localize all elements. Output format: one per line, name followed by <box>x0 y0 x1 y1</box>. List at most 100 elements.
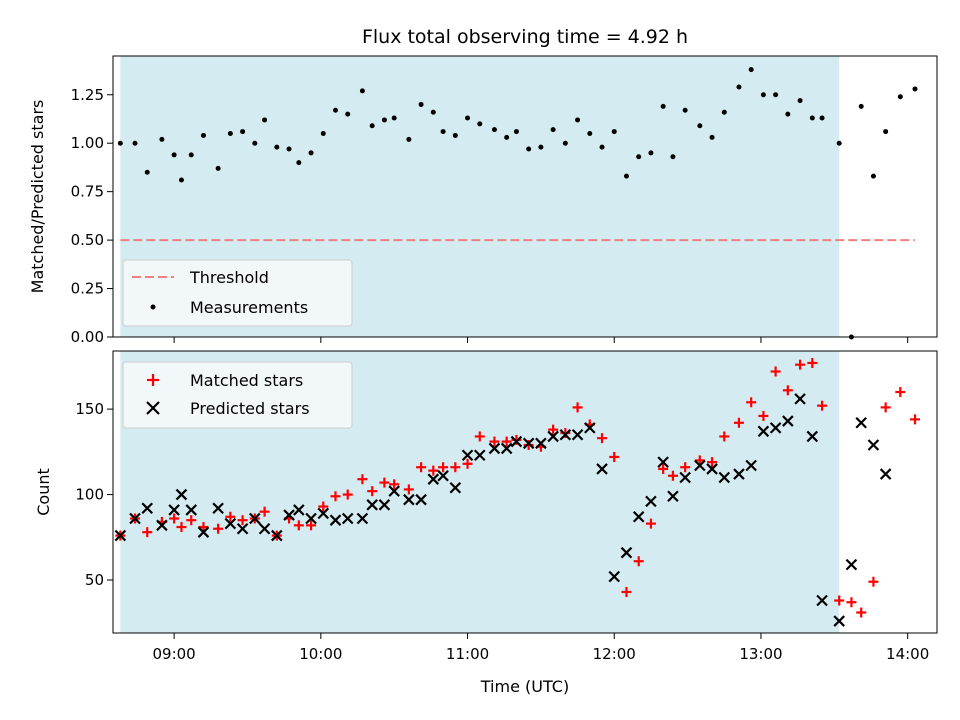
matched-star-point <box>523 440 534 450</box>
measurement-point <box>320 131 326 137</box>
matched-star-point <box>367 486 378 497</box>
measurement-point <box>391 115 397 121</box>
matched-star-point <box>176 522 187 533</box>
predicted-star-point-stroke <box>657 456 669 468</box>
bottom-x-tick-label: 10:00 <box>299 645 342 663</box>
matched-star-point <box>795 359 806 370</box>
top-legend: Threshold Measurements <box>122 259 353 327</box>
matched-star-point <box>880 402 891 413</box>
measurement-point <box>144 169 150 175</box>
matched-star-point <box>416 462 427 473</box>
measurement-point <box>215 165 221 171</box>
predicted-star-point-stroke <box>258 522 271 535</box>
predicted-star-point <box>415 493 427 506</box>
matched-star-point <box>389 479 400 490</box>
predicted-star-point-stroke <box>500 442 513 455</box>
predicted-star-point-stroke <box>224 517 237 530</box>
matched-star-point <box>846 597 857 608</box>
predicted-star-point-stroke <box>449 481 462 494</box>
predicted-star-point-stroke <box>547 430 559 443</box>
measurement-point <box>178 177 184 183</box>
matched-star-point <box>169 513 180 524</box>
predicted-star-point <box>510 435 523 448</box>
predicted-star-point <box>806 430 819 443</box>
predicted-star-point <box>794 393 806 405</box>
predicted-star-point <box>356 512 369 525</box>
predicted-star-point-stroke <box>718 471 731 484</box>
measurement-point <box>709 134 715 140</box>
matched-stars-series <box>115 357 920 618</box>
top-y-tick-label: 0.25 <box>71 280 104 298</box>
matched-stars-legend-label: Matched stars <box>190 371 303 390</box>
predicted-star-point <box>833 615 845 627</box>
matched-star-point <box>142 527 153 538</box>
measurement-point <box>513 129 519 135</box>
matched-star-point <box>633 556 644 567</box>
predicted-star-point <box>175 488 188 501</box>
measurement-point <box>697 123 703 129</box>
predicted-star-point <box>488 442 501 455</box>
predicted-star-point <box>667 490 679 503</box>
predicted-star-point <box>769 422 782 434</box>
measurement-point <box>430 109 436 115</box>
predicted-stars-legend-marker <box>146 401 160 415</box>
measurement-point <box>406 136 412 142</box>
predicted-star-point-stroke <box>378 499 391 511</box>
top-y-axis-label: Matched/Predicted stars <box>28 100 47 294</box>
matched-star-point <box>198 522 209 533</box>
predicted-star-point <box>608 570 621 583</box>
matched-star-point <box>342 489 353 500</box>
predicted-star-point-stroke <box>559 428 572 441</box>
measurement-point <box>870 173 876 179</box>
predicted-star-point <box>449 481 462 494</box>
measurement-point <box>636 154 642 160</box>
matched-star-point <box>895 387 906 398</box>
measurement-point <box>418 101 424 107</box>
predicted-star-point-stroke <box>879 468 892 480</box>
measurement-point <box>883 129 889 135</box>
measurement-point <box>660 103 666 109</box>
matched-star-point <box>719 431 730 442</box>
matched-star-point <box>694 455 705 466</box>
top-y-ticks: 0.00 0.25 0.50 0.75 1.00 1.25 <box>71 86 113 346</box>
predicted-star-point-stroke <box>608 570 621 583</box>
matched-star-point <box>597 433 608 444</box>
predicted-star-point <box>879 468 892 480</box>
measurement-point <box>227 131 233 137</box>
measurement-point <box>785 111 791 117</box>
matched-star-point <box>609 451 620 462</box>
predicted-star-point-stroke <box>437 469 449 482</box>
predicted-star-point <box>293 504 305 516</box>
predicted-star-point <box>378 499 391 511</box>
predicted-star-point-stroke <box>156 519 168 532</box>
measurement-point <box>773 92 779 98</box>
measurement-point <box>648 150 654 156</box>
predicted-star-point <box>461 449 474 462</box>
predicted-star-point-stroke <box>745 459 757 472</box>
measurement-point <box>274 144 280 150</box>
predicted-star-point <box>258 522 271 535</box>
matched-star-point <box>438 462 449 473</box>
matched-star-point <box>807 357 818 368</box>
predicted-star-point <box>855 417 867 429</box>
matched-star-point <box>330 491 341 502</box>
predicted-star-point <box>305 512 317 525</box>
predicted-star-point <box>212 502 224 515</box>
top-y-tick-label: 0.50 <box>71 231 104 249</box>
predicted-star-point <box>271 529 283 542</box>
measurement-point <box>296 160 302 166</box>
predicted-star-point-stroke <box>522 437 535 450</box>
predicted-star-point-stroke <box>632 511 645 523</box>
matched-star-point <box>259 506 270 517</box>
x-axis-label: Time (UTC) <box>480 677 569 696</box>
predicted-star-point <box>168 504 180 516</box>
measurement-point <box>440 129 446 135</box>
predicted-star-point-stroke <box>769 422 782 434</box>
predicted-star-point <box>816 594 828 607</box>
predicted-star-point <box>224 517 237 530</box>
matched-star-point <box>560 428 571 439</box>
bottom-x-ticks: 09:00 10:00 11:00 12:00 13:00 14:00 <box>153 633 929 663</box>
matched-star-point <box>318 501 329 512</box>
measurement-point <box>550 127 556 133</box>
predicted-star-point <box>596 463 608 475</box>
